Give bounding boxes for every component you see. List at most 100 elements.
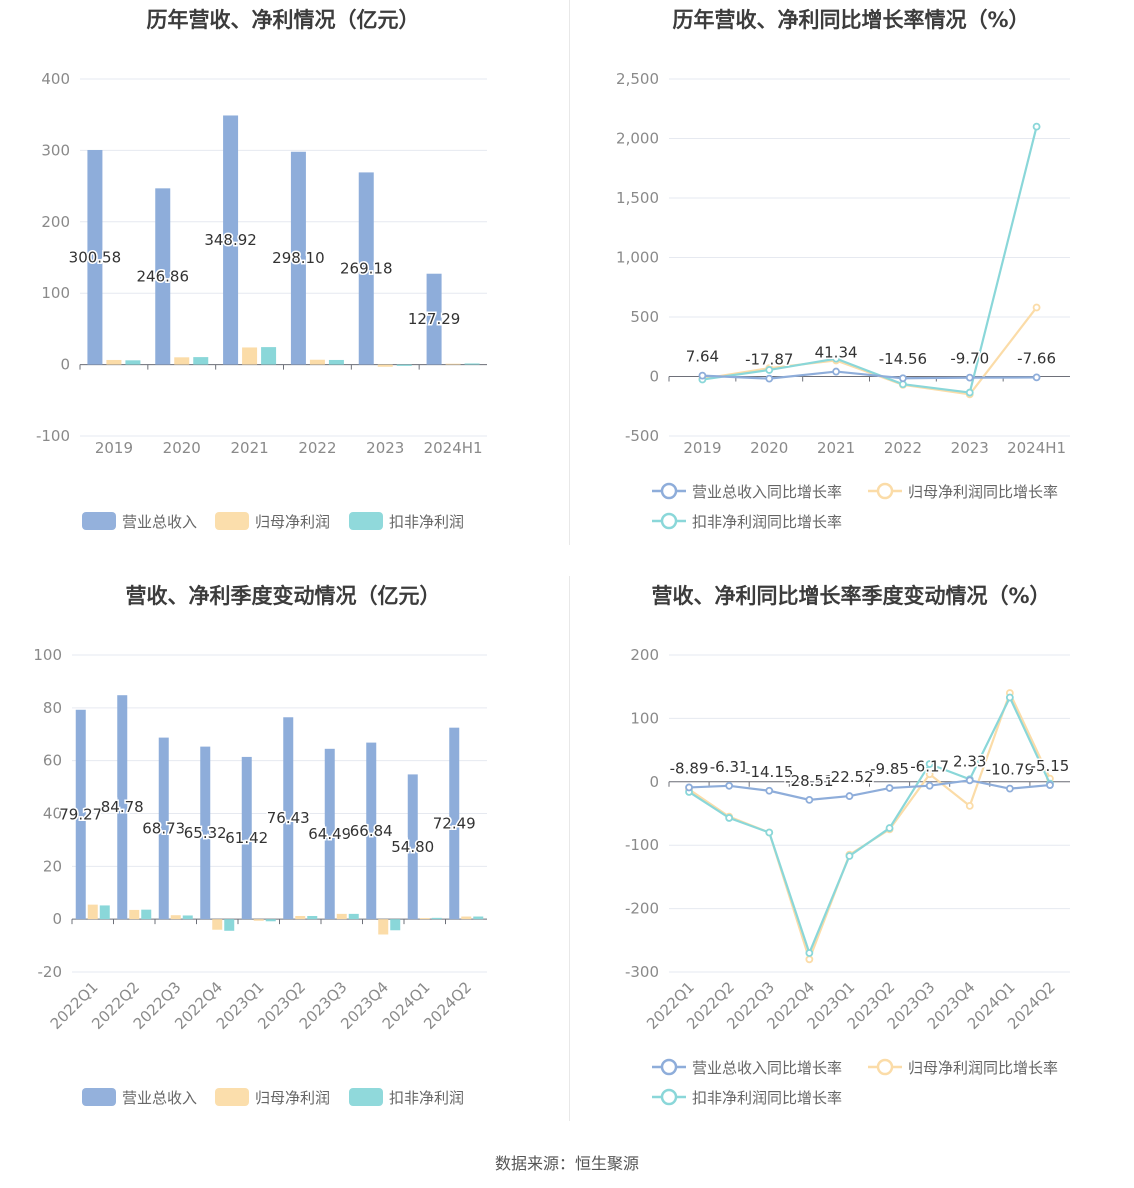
bar-deducted-profit (125, 360, 141, 365)
bar-revenue (75, 709, 86, 920)
y-tick-label: 0 (52, 910, 62, 928)
y-tick-label: -500 (625, 427, 659, 445)
bar-revenue (87, 149, 103, 365)
legend-marker (660, 482, 678, 500)
data-point (765, 366, 774, 374)
bar-deducted-profit (224, 919, 235, 931)
bar-revenue (407, 774, 418, 920)
data-label: -6.17 (910, 758, 949, 776)
bar-deducted-profit (348, 913, 359, 920)
annual-growth-rate-chart: 2,500 2,000 1,500 1,000 500 0 -500 2019 2020 2021… (616, 70, 1070, 531)
x-tick-label: 2020 (750, 439, 788, 457)
divider (569, 0, 570, 545)
data-label: 68.73 (142, 819, 185, 837)
data-label: -5.15 (1031, 757, 1070, 775)
bar-deducted-profit (141, 909, 152, 920)
data-point (765, 786, 774, 795)
series-line (689, 779, 1051, 801)
data-label: -7.66 (1017, 349, 1056, 367)
legend-label: 归母净利润 (255, 513, 330, 531)
data-label: 61.42 (225, 829, 268, 847)
legend-marker (660, 512, 678, 530)
series-line (702, 306, 1038, 396)
data-point (832, 354, 840, 363)
data-point (1005, 784, 1014, 793)
bar-revenue (290, 151, 306, 365)
bar-parent-profit (242, 347, 258, 365)
data-label: 348.92 (204, 231, 257, 249)
bar-deducted-profit (193, 357, 209, 365)
annual-bar-panel: 历年营收、净利情况（亿元） 400 300 200 100 0 -100 2019 2020 2… (0, 0, 566, 545)
legend-label: 营业总收入同比增长率 (692, 1059, 842, 1077)
bar-deducted-profit (390, 919, 401, 931)
data-point (965, 801, 974, 810)
data-label: -9.70 (950, 350, 989, 368)
x-tick-label: 2021 (230, 439, 268, 457)
data-point (685, 783, 693, 792)
y-tick-label: 0 (649, 773, 659, 791)
bar-revenue (358, 172, 374, 365)
bar-parent-profit (378, 919, 389, 935)
annual-revenue-profit-chart: 400 300 200 100 0 -100 2019 2020 2021 2022 2023 202… (36, 70, 487, 531)
legend-label: 扣非净利润同比增长率 (692, 513, 842, 531)
y-tick-label: 100 (33, 646, 62, 664)
data-point (1032, 373, 1041, 382)
x-tick-label: 2023 (951, 439, 989, 457)
data-label: 64.49 (308, 825, 351, 843)
x-tick-label: 2020 (163, 439, 201, 457)
data-label: 72.49 (433, 814, 476, 832)
quarterly-revenue-profit-chart: 100806040200-202022Q12022Q22022Q32022Q42… (33, 646, 487, 1107)
data-source: 数据来源：恒生聚源 (494, 1154, 639, 1173)
bar-deducted-profit (261, 347, 277, 365)
legend-swatch (349, 1088, 383, 1106)
bar-revenue (223, 115, 239, 365)
data-label: 84.78 (101, 798, 144, 816)
x-tick-label: 2019 (683, 439, 721, 457)
data-point (1005, 693, 1014, 702)
y-tick-label: 2,000 (616, 130, 659, 148)
data-point (725, 814, 734, 822)
legend-swatch (215, 1088, 249, 1106)
series-line (688, 694, 1051, 957)
bar-revenue (158, 737, 169, 920)
x-tick-label: 2024H1 (424, 439, 483, 457)
bar-parent-profit (377, 364, 393, 367)
y-tick-label: -200 (625, 900, 659, 918)
legend-label: 扣非净利润 (389, 513, 464, 531)
data-label: 54.80 (391, 838, 434, 856)
data-label: -14.15 (745, 763, 793, 781)
x-tick-label: 2022 (884, 439, 922, 457)
y-tick-label: 1,000 (616, 249, 659, 267)
y-tick-label: 2,500 (616, 70, 659, 88)
y-tick-label: 40 (43, 805, 62, 823)
data-point (1032, 122, 1041, 131)
y-tick-label: -300 (625, 963, 659, 981)
legend-swatch (349, 512, 383, 530)
bar-deducted-profit (307, 915, 318, 920)
data-label: -6.31 (710, 758, 749, 776)
series-line (702, 126, 1038, 394)
divider (569, 576, 570, 1121)
legend-marker (660, 1058, 678, 1076)
chart-title: 营收、净利同比增长率季度变动情况（%） (651, 584, 1051, 608)
legend-label: 营业总收入 (122, 513, 197, 531)
data-label: 65.32 (184, 824, 227, 842)
x-tick-label: 2022 (298, 439, 336, 457)
y-tick-label: -100 (625, 836, 659, 854)
data-label: 79.27 (59, 805, 102, 823)
y-tick-label: 200 (630, 646, 659, 664)
series-line (702, 370, 1037, 380)
data-label: 66.84 (350, 822, 393, 840)
legend-marker (876, 1058, 894, 1076)
quarterly-growth-panel: 营收、净利同比增长率季度变动情况（%） 200 100 0 -100 -200 -300 2… (568, 576, 1134, 1121)
data-label: 127.29 (408, 310, 461, 328)
y-tick-label: 500 (630, 308, 659, 326)
data-point (805, 795, 814, 804)
data-label: -28.51 (785, 772, 833, 790)
bar-parent-profit (336, 913, 347, 920)
y-tick-label: 60 (43, 752, 62, 770)
y-tick-label: 200 (41, 213, 70, 231)
data-point (1032, 303, 1041, 312)
quarterly-bar-panel: 营收、净利季度变动情况（亿元） 100 80 60 40 20 0 -20 2022Q1 202… (0, 576, 566, 1121)
bar-revenue (283, 717, 294, 920)
